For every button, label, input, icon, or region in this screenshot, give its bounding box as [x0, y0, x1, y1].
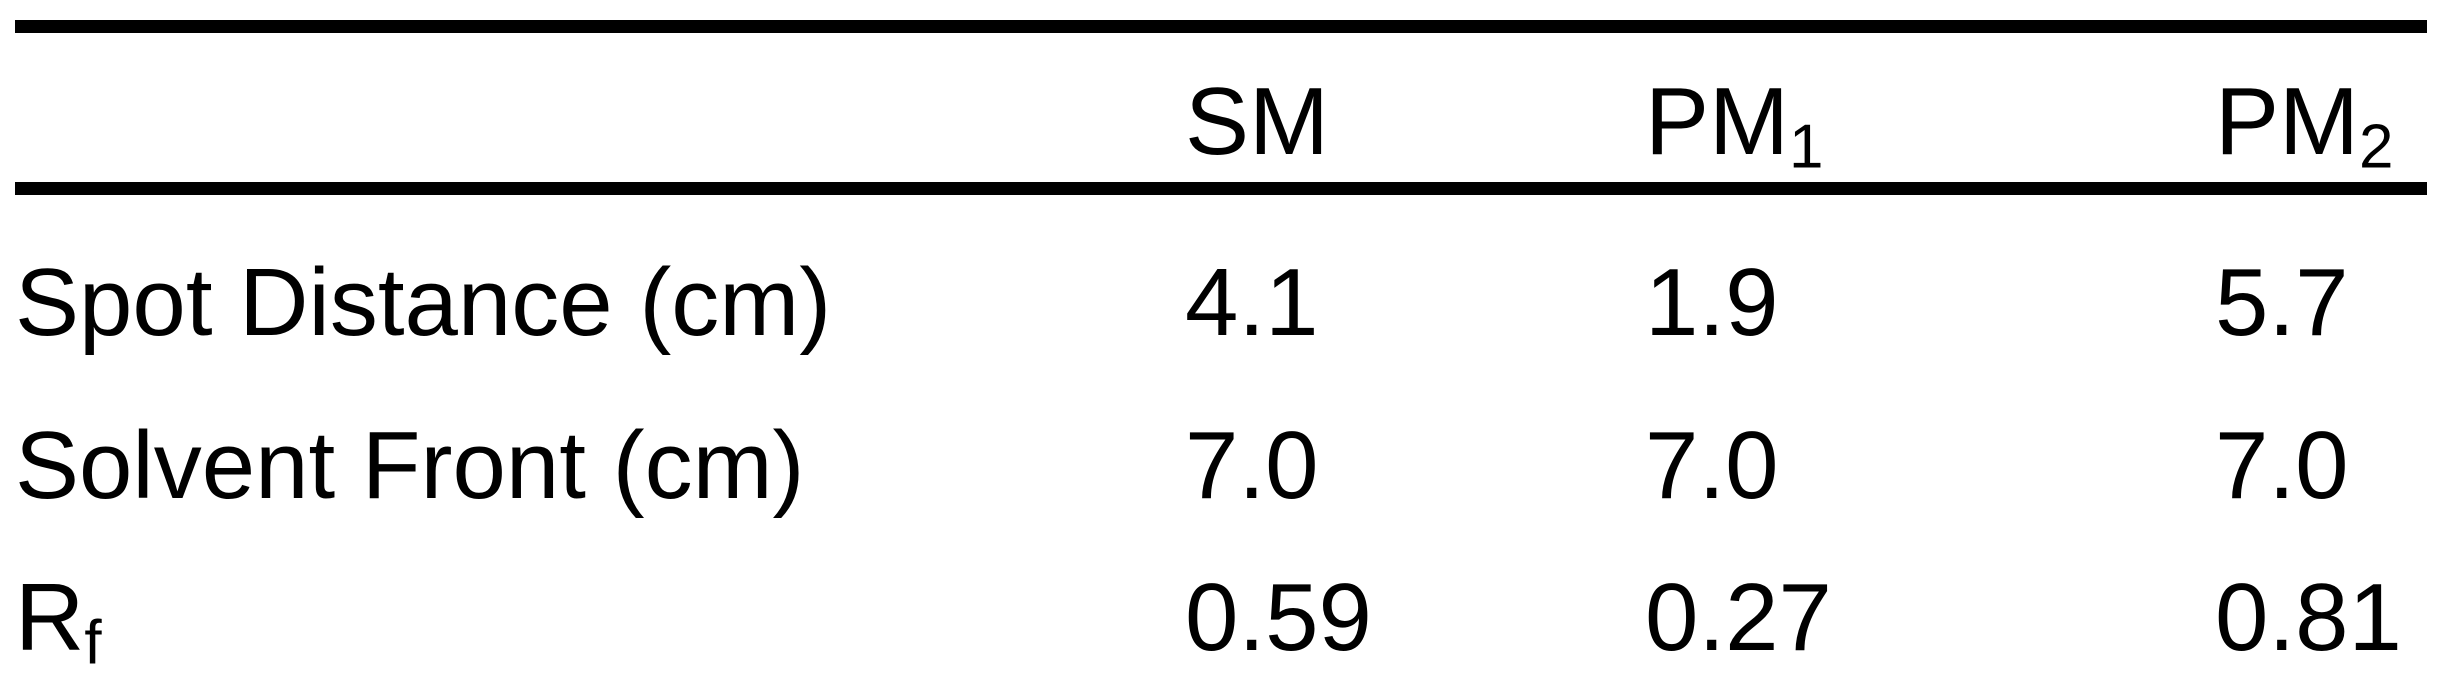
- cell-spot-distance-pm1: 1.9: [1645, 249, 1779, 356]
- cell-rf-sm: 0.59: [1185, 564, 1372, 671]
- cell-rf-pm1: 0.27: [1645, 564, 1832, 671]
- row-label-spot-distance: Spot Distance (cm): [15, 249, 832, 356]
- cell-solvent-front-sm: 7.0: [1185, 412, 1319, 519]
- top-rule: [15, 20, 2427, 33]
- header-rule: [15, 182, 2427, 195]
- header-pm2: PM2: [2215, 68, 2394, 182]
- header-pm1: PM1: [1645, 68, 1824, 182]
- row-label-rf: Rf: [15, 564, 102, 678]
- cell-solvent-front-pm2: 7.0: [2215, 412, 2349, 519]
- cell-spot-distance-sm: 4.1: [1185, 249, 1319, 356]
- cell-rf-pm2: 0.81: [2215, 564, 2402, 671]
- cell-spot-distance-pm2: 5.7: [2215, 249, 2349, 356]
- row-label-solvent-front: Solvent Front (cm): [15, 412, 805, 519]
- cell-solvent-front-pm1: 7.0: [1645, 412, 1779, 519]
- header-sm: SM: [1185, 68, 1329, 175]
